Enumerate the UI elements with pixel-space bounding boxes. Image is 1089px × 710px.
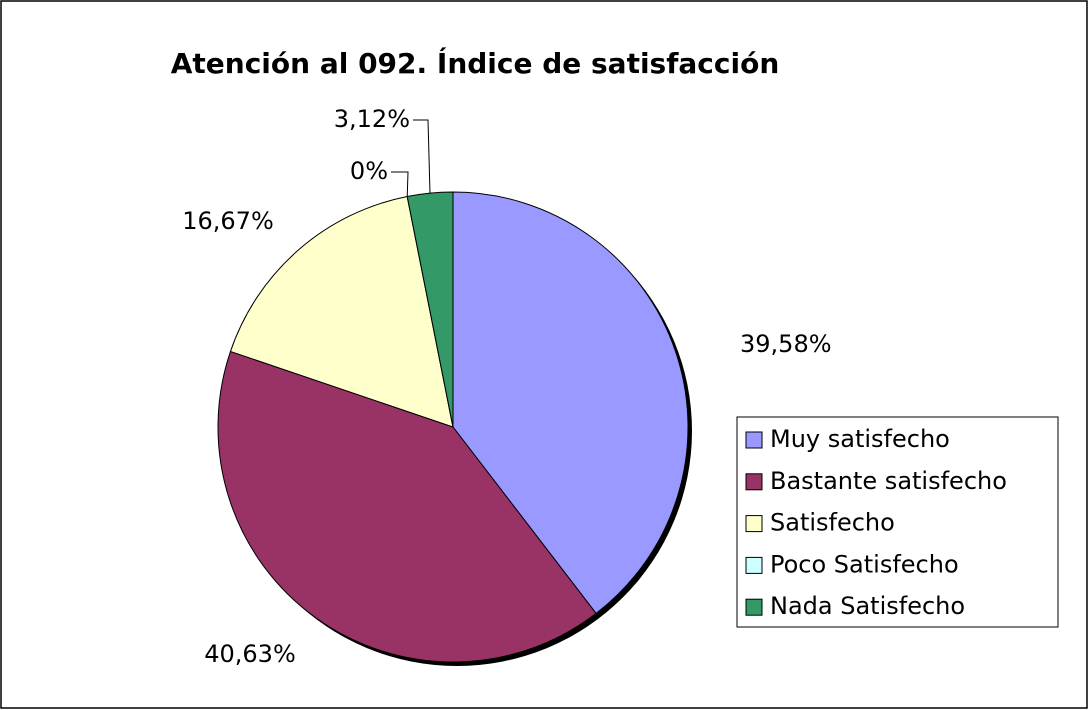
legend-label: Satisfecho bbox=[770, 509, 895, 537]
legend-swatch bbox=[745, 431, 763, 449]
pie-slice bbox=[229, 195, 454, 428]
pie-slice bbox=[217, 350, 597, 663]
leader-line bbox=[413, 119, 431, 194]
legend-swatch bbox=[745, 473, 763, 491]
data-label: 16,67% bbox=[182, 207, 274, 235]
pie-slice bbox=[452, 191, 689, 615]
chart-title: Atención al 092. Índice de satisfacción bbox=[171, 46, 780, 80]
legend-swatch bbox=[745, 556, 763, 574]
legend-box bbox=[736, 416, 1059, 628]
leader-line bbox=[391, 171, 409, 197]
legend-label: Poco Satisfecho bbox=[770, 550, 959, 578]
legend-swatch bbox=[745, 515, 763, 533]
data-label: 0% bbox=[350, 157, 388, 185]
legend-swatch bbox=[745, 598, 763, 616]
data-label: 39,58% bbox=[740, 330, 832, 358]
legend-label: Bastante satisfecho bbox=[770, 467, 1007, 495]
legend-label: Nada Satisfecho bbox=[770, 592, 965, 620]
legend-label: Muy satisfecho bbox=[770, 425, 950, 453]
data-label: 40,63% bbox=[204, 640, 296, 668]
data-label: 3,12% bbox=[334, 105, 410, 133]
